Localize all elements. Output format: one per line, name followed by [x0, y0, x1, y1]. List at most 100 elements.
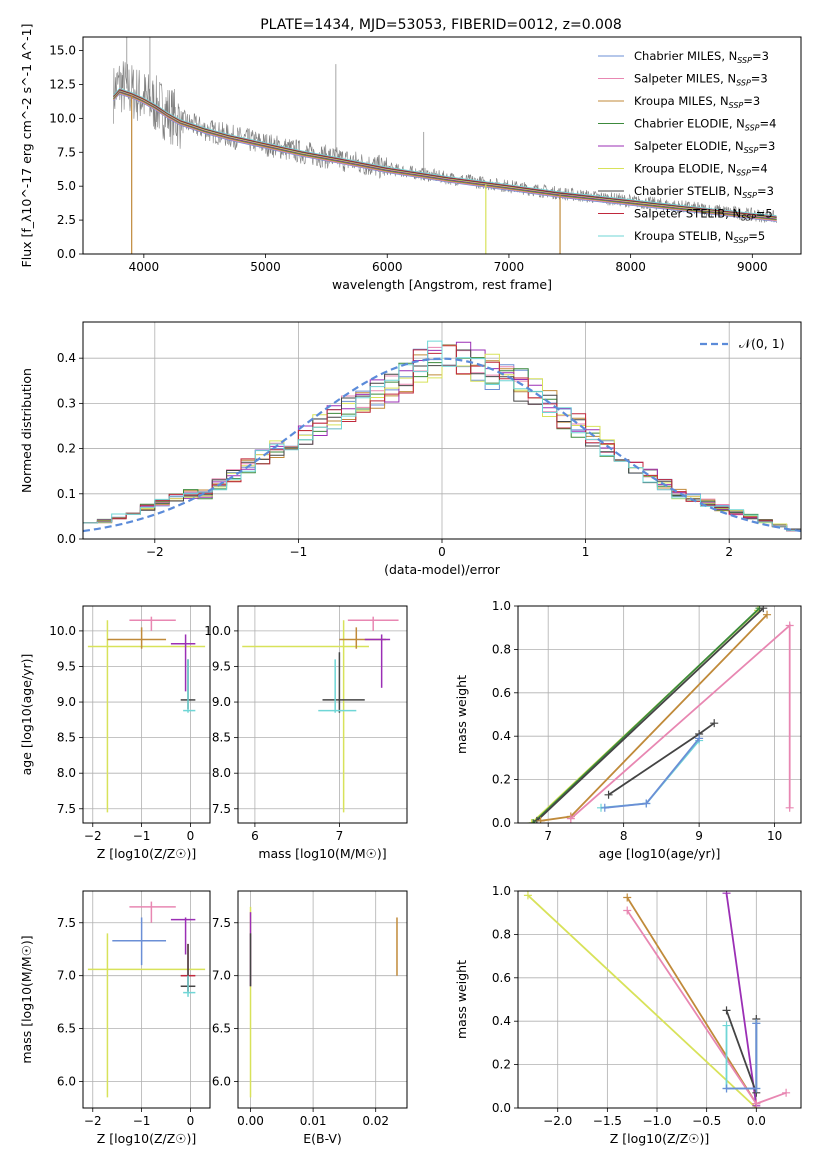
x-tick-label: −1.0 [642, 1114, 671, 1128]
y-tick-label: 9.0 [212, 695, 231, 709]
y-tick-label: 0.0 [492, 1101, 511, 1115]
weight-series-line [536, 607, 764, 822]
point-marker [722, 1084, 731, 1093]
legend-entry: Salpeter MILES, NSSP=3 [634, 72, 768, 88]
point-marker [752, 1019, 761, 1028]
y-tick-label: 5.0 [57, 179, 76, 193]
y-tick-label: 0.4 [492, 1014, 511, 1028]
y-tick-label: 6.5 [57, 1022, 76, 1036]
panel-mass-vs-EBV: 0.00 0.01 0.02 6.0 6.5 7.0 7.5 E(B-V) [212, 890, 408, 1146]
y-tick-label: 0.2 [492, 1058, 511, 1072]
weight-point [752, 1084, 761, 1093]
x-tick-label: 10 [767, 829, 782, 843]
legend-entry: 𝒩(0, 1) [739, 336, 785, 351]
x-tick-label: 6000 [372, 260, 403, 274]
panel-age-vs-mass: 6 7 7.5 8.0 8.5 9.0 9.5 10.0 mass [log10(M/M☉)] [204, 605, 408, 861]
x-tick-label: 0 [187, 1114, 195, 1128]
weight-point [752, 1019, 761, 1028]
y-tick-label: 0.4 [492, 729, 511, 743]
gaussian-curve [83, 357, 801, 533]
weight-point [604, 790, 613, 799]
x-tick-label: −2 [84, 829, 102, 843]
point-marker [752, 1099, 761, 1108]
weight-point [710, 719, 719, 728]
grid [518, 605, 801, 824]
weight-series-line [604, 737, 700, 809]
weight-point [785, 803, 794, 812]
y-tick-label: 1.0 [492, 599, 511, 613]
y-tick-label: 7.5 [57, 916, 76, 930]
weight-series-line [626, 897, 758, 1105]
x-axis-label: Z [log10(Z/Z☉)] [610, 1131, 710, 1146]
x-tick-label: 2 [725, 545, 733, 559]
y-tick-label: 0.3 [57, 396, 76, 410]
x-tick-label: 4000 [129, 260, 160, 274]
weight-point [527, 819, 536, 823]
x-axis-label: Z [log10(Z/Z☉)] [97, 1131, 197, 1146]
y-tick-label: 9.5 [212, 659, 231, 673]
y-tick-label: 2.5 [57, 213, 76, 227]
weight-point [722, 1006, 731, 1015]
y-tick-label: 8.5 [212, 731, 231, 745]
x-tick-label: 7000 [494, 260, 525, 274]
panel-massweight-vs-Z: −2.0 −1.5 −1.0 −0.5 0.0 0.0 0.2 0.4 0.6 0.8 1.0 Z [… [454, 884, 802, 1146]
y-tick-label: 0.8 [492, 927, 511, 941]
y-tick-label: 0.4 [57, 351, 76, 365]
weight-point [623, 906, 632, 915]
x-tick-label: 7 [544, 829, 552, 843]
weight-series-line [527, 894, 757, 1108]
legend-entry: Kroupa MILES, NSSP=3 [634, 94, 760, 110]
y-tick-label: 8.0 [212, 766, 231, 780]
y-axis-label: Flux [f_λ10^-17 erg cm^-2 s^-1 A^-1] [19, 24, 34, 268]
y-tick-label: 10.0 [49, 624, 76, 638]
plot-layer: 4000 5000 6000 7000 8000 90000.02.55.07.510.0… [19, 24, 802, 1146]
y-tick-label: 0.8 [492, 642, 511, 656]
x-tick-label: −2 [84, 1114, 102, 1128]
x-axis-label: age [log10(age/yr)] [599, 846, 721, 861]
y-axis-label: age [log10(age/yr)] [19, 654, 34, 776]
legend: 𝒩(0, 1) [700, 336, 785, 351]
y-tick-label: 0.6 [492, 686, 511, 700]
weight-point [722, 1084, 731, 1093]
grid [238, 891, 407, 1108]
model-spectrum [113, 88, 777, 218]
x-axis-label: Z [log10(Z/Z☉)] [97, 846, 197, 861]
plot-area [249, 906, 398, 1098]
weight-point [763, 610, 772, 619]
weight-point [722, 1021, 731, 1030]
weight-point [600, 803, 609, 812]
x-axis-label: (data-model)/error [384, 562, 501, 577]
y-tick-label: 0.0 [57, 247, 76, 261]
y-tick-label: 7.5 [212, 916, 231, 930]
model-spectrum [113, 90, 777, 220]
grid [83, 606, 210, 823]
plot-area [87, 901, 206, 1098]
weight-point [782, 1088, 791, 1097]
y-tick-label: 7.0 [57, 969, 76, 983]
legend-entry: Kroupa ELODIE, NSSP=4 [634, 162, 768, 178]
grid [83, 891, 210, 1108]
legend-entry: Chabrier ELODIE, NSSP=4 [634, 117, 776, 133]
y-tick-label: 0.1 [57, 487, 76, 501]
histogram-step [83, 340, 801, 531]
x-tick-label: −1 [290, 545, 308, 559]
x-tick-label: −0.5 [692, 1114, 721, 1128]
legend-entry: Salpeter ELODIE, NSSP=3 [634, 139, 775, 155]
panel-residual-histogram: −2 −1 0 1 2 0.0 0.1 0.2 0.3 0.4 (data-model)/error… [19, 321, 802, 577]
y-tick-label: 0.2 [57, 442, 76, 456]
x-tick-label: 7 [336, 829, 344, 843]
plot-area [527, 606, 794, 823]
x-tick-label: −2 [146, 545, 164, 559]
y-tick-label: 0.6 [492, 971, 511, 985]
x-tick-label: 0.0 [747, 1114, 766, 1128]
model-spectrum [113, 89, 777, 218]
grid [518, 890, 801, 1109]
point-marker [763, 610, 772, 619]
y-axis-label: mass [log10(M/M☉)] [19, 935, 34, 1063]
y-axis-label: mass weight [454, 960, 469, 1039]
axes-frame [82, 36, 802, 255]
y-tick-label: 7.0 [212, 969, 231, 983]
point-marker [527, 819, 536, 823]
plot-area [113, 37, 777, 254]
model-spectrum [113, 87, 777, 217]
